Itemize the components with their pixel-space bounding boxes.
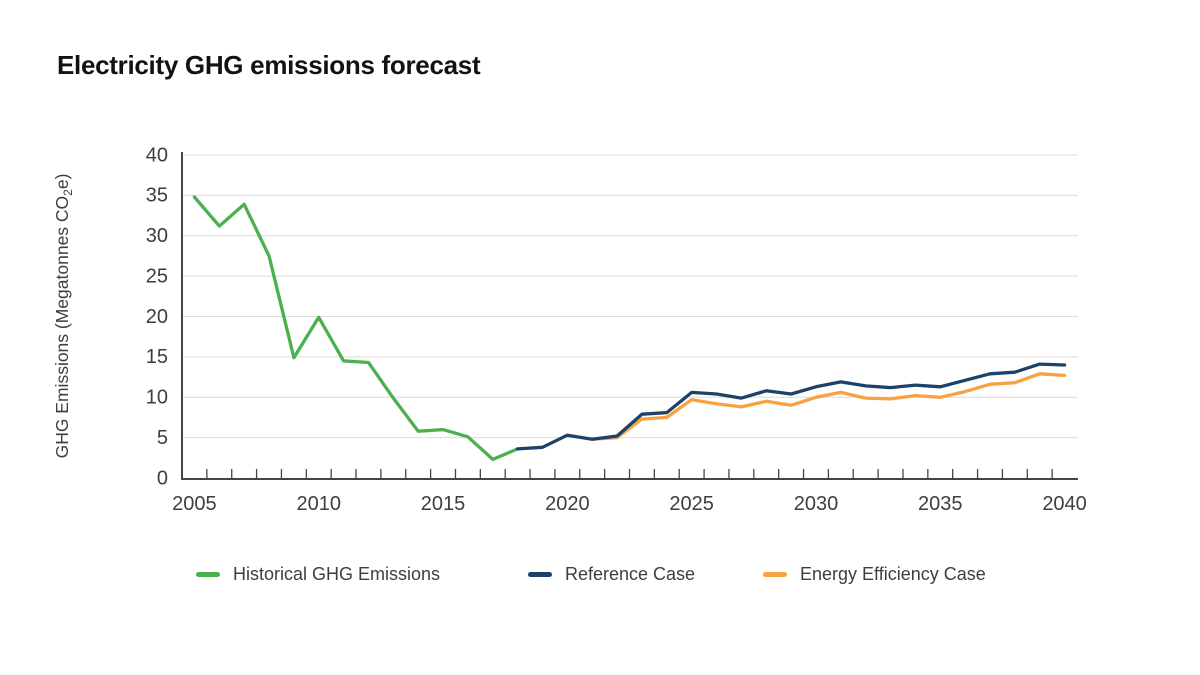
legend-label: Energy Efficiency Case: [800, 564, 986, 584]
y-tick-label: 15: [146, 346, 168, 368]
x-tick-label: 2015: [421, 493, 466, 515]
y-tick-label: 10: [146, 387, 168, 409]
legend-swatch: [763, 572, 787, 577]
y-tick-label: 30: [146, 225, 168, 247]
legend-swatch: [196, 572, 220, 577]
x-tick-label: 2020: [545, 493, 590, 515]
legend-item: Reference Case: [528, 564, 695, 585]
x-tick-label: 2005: [172, 493, 217, 515]
y-tick-label: 35: [146, 185, 168, 207]
x-tick-label: 2035: [918, 493, 963, 515]
y-tick-label: 5: [157, 427, 168, 449]
chart-title: Electricity GHG emissions forecast: [57, 50, 481, 80]
legend-item: Energy Efficiency Case: [763, 564, 986, 585]
x-tick-label: 2040: [1042, 493, 1087, 515]
y-tick-label: 20: [146, 306, 168, 328]
y-tick-label: 25: [146, 265, 168, 287]
legend-label: Historical GHG Emissions: [233, 564, 441, 584]
legend-label: Reference Case: [565, 564, 696, 584]
series-line-energy-efficiency-case: [590, 372, 1067, 441]
x-tick-label: 2010: [296, 493, 341, 515]
y-tick-label: 0: [157, 467, 168, 489]
x-tick-label: 2025: [669, 493, 714, 515]
y-axis-title: GHG Emissions (Megatonnes CO2e): [52, 174, 75, 459]
series-line-historical-ghg-emissions: [192, 195, 520, 462]
legend-swatch: [528, 572, 552, 577]
legend-item: Historical GHG Emissions: [196, 564, 440, 585]
series-line-reference-case: [515, 362, 1067, 451]
chart-legend: Historical GHG Emissions Reference Case En…: [0, 0, 1200, 584]
y-tick-label: 40: [146, 144, 168, 166]
x-tick-label: 2030: [794, 493, 839, 515]
